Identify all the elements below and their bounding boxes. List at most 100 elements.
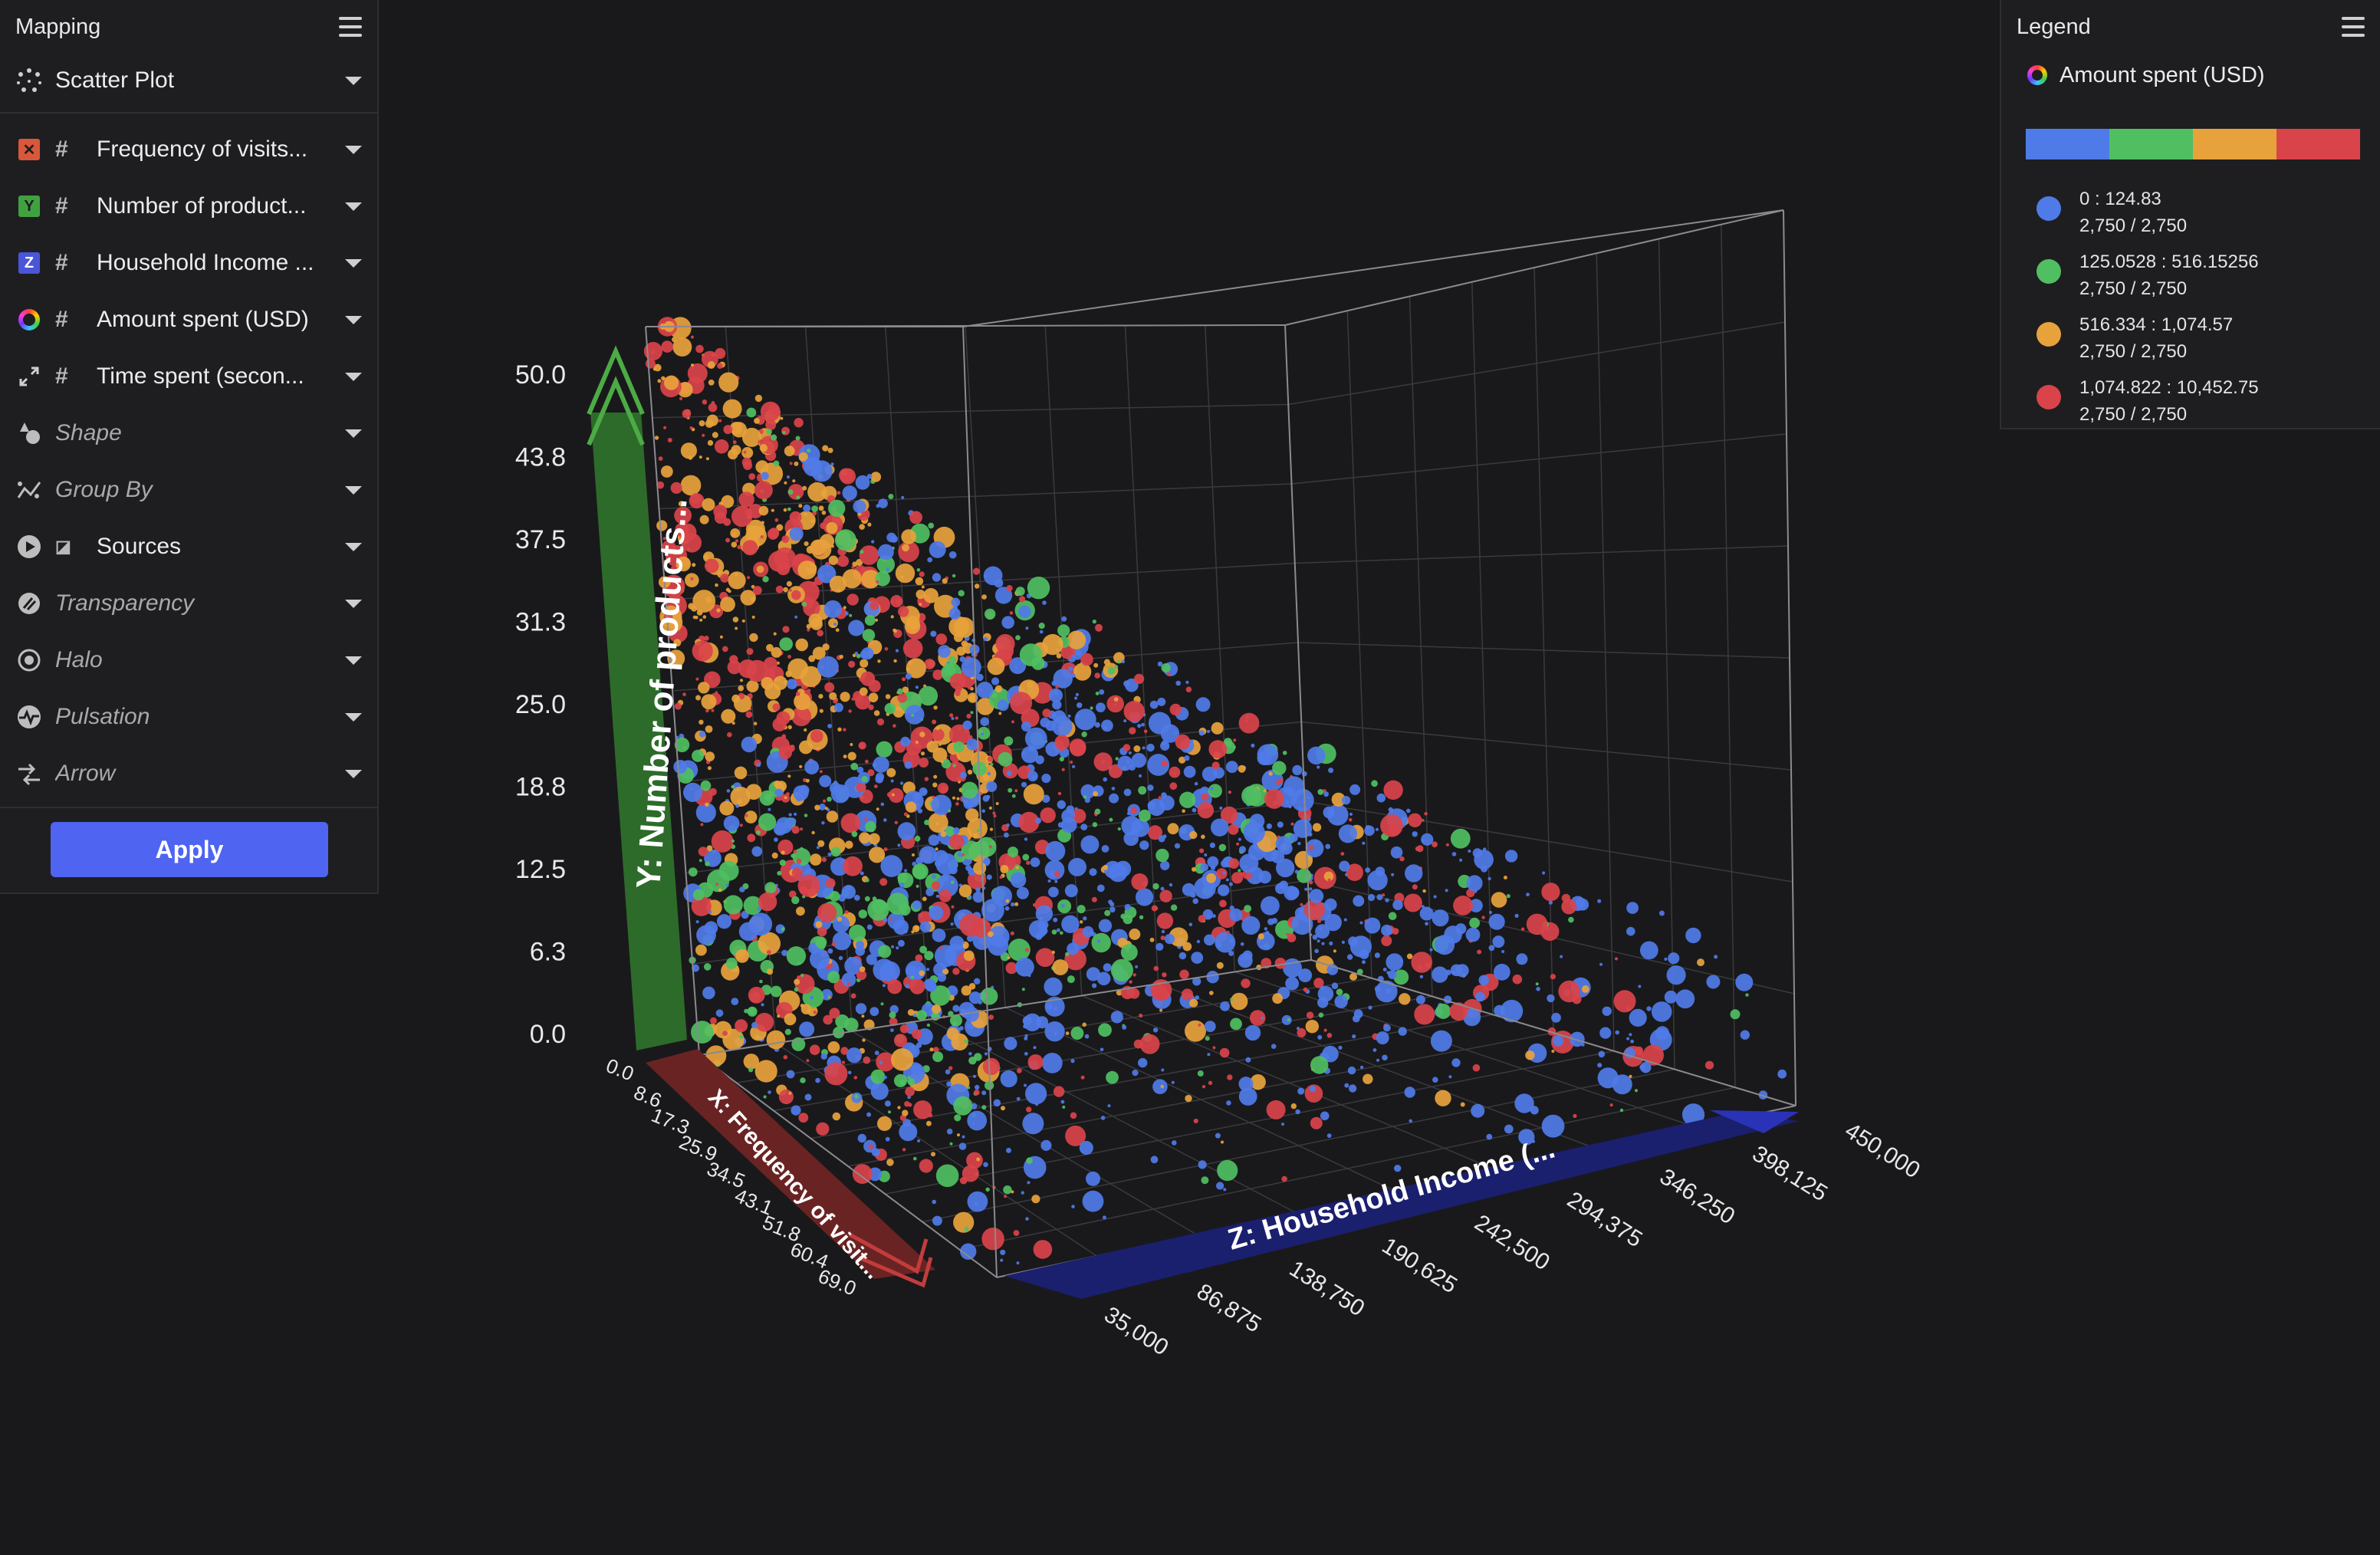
data-point — [766, 643, 774, 652]
legend-item[interactable]: 1,074.822 : 10,452.75 2,750 / 2,750 — [2036, 374, 2380, 428]
mapping-x-select[interactable]: ✕ # Frequency of visits... — [0, 121, 377, 178]
data-point — [771, 434, 777, 441]
mapping-color-select[interactable]: # Amount spent (USD) — [0, 291, 377, 348]
data-point — [1375, 827, 1379, 831]
legend-item[interactable]: 0 : 124.83 2,750 / 2,750 — [2036, 186, 2380, 239]
data-point — [1572, 994, 1582, 1004]
mapping-size-select[interactable]: # Time spent (secon... — [0, 348, 377, 405]
data-point — [863, 1056, 871, 1064]
chevron-down-icon[interactable] — [345, 372, 362, 381]
data-point — [986, 781, 998, 792]
data-point — [1072, 654, 1076, 658]
data-point — [1155, 942, 1164, 951]
chevron-down-icon[interactable] — [345, 599, 362, 608]
chevron-down-icon[interactable] — [345, 656, 362, 665]
data-point — [1391, 873, 1395, 876]
data-point — [723, 425, 733, 435]
data-point — [974, 1053, 982, 1061]
data-point — [929, 541, 946, 558]
legend-item[interactable]: 125.0528 : 516.15256 2,750 / 2,750 — [2036, 248, 2380, 302]
chevron-down-icon[interactable] — [345, 145, 362, 154]
transparency-select[interactable]: Transparency — [0, 575, 377, 632]
data-point — [876, 718, 885, 726]
mapping-z-select[interactable]: Z # Household Income ... — [0, 235, 377, 291]
chevron-down-icon[interactable] — [345, 76, 362, 85]
halo-select[interactable]: Halo — [0, 632, 377, 689]
shape-select[interactable]: Shape — [0, 405, 377, 462]
data-point — [791, 590, 801, 600]
data-point — [789, 462, 793, 465]
data-point — [1027, 771, 1038, 782]
data-point — [821, 510, 827, 515]
data-point — [952, 605, 958, 611]
data-point — [931, 881, 941, 890]
data-point — [1210, 865, 1216, 870]
chevron-down-icon[interactable] — [345, 769, 362, 778]
data-point — [1185, 1094, 1192, 1103]
data-point — [846, 593, 859, 606]
data-point — [884, 1100, 891, 1107]
apply-button[interactable]: Apply — [51, 822, 328, 877]
data-point — [1014, 666, 1018, 669]
z-tick-label: 346,250 — [1655, 1164, 1739, 1229]
data-point — [1065, 1031, 1070, 1035]
group-by-select[interactable]: Group By — [0, 462, 377, 518]
chevron-down-icon[interactable] — [345, 315, 362, 324]
data-point — [1343, 918, 1347, 922]
chevron-down-icon[interactable] — [345, 258, 362, 268]
pulsation-select[interactable]: Pulsation — [0, 689, 377, 745]
data-point — [760, 535, 764, 539]
data-point — [1282, 751, 1287, 755]
data-point — [1133, 745, 1141, 752]
data-point — [951, 717, 955, 720]
chevron-down-icon[interactable] — [345, 542, 362, 551]
data-point — [787, 655, 791, 659]
data-point — [746, 659, 768, 682]
data-point — [967, 692, 978, 703]
data-point — [1599, 1027, 1612, 1039]
arrow-select[interactable]: Arrow — [0, 745, 377, 802]
data-point — [906, 616, 920, 630]
data-point — [1093, 662, 1099, 668]
data-point — [869, 847, 886, 863]
legend-item[interactable]: 516.334 : 1,074.57 2,750 / 2,750 — [2036, 311, 2380, 365]
data-point — [1024, 1036, 1028, 1041]
chevron-down-icon[interactable] — [345, 485, 362, 495]
sources-select[interactable]: ◪ Sources — [0, 518, 377, 575]
data-point — [804, 1093, 812, 1101]
data-point — [1115, 757, 1119, 761]
chevron-down-icon[interactable] — [345, 429, 362, 438]
data-point — [844, 611, 849, 616]
data-point — [731, 998, 739, 1005]
data-point — [861, 1014, 865, 1018]
legend-menu-icon[interactable] — [2342, 17, 2365, 37]
data-point — [705, 419, 714, 428]
data-point — [919, 571, 925, 577]
data-point — [1110, 958, 1133, 981]
mapping-y-select[interactable]: Y # Number of product... — [0, 178, 377, 235]
data-point — [876, 741, 893, 758]
data-point — [1031, 656, 1045, 670]
chevron-down-icon[interactable] — [345, 202, 362, 211]
data-point — [791, 867, 802, 878]
data-point — [1334, 994, 1348, 1009]
data-point — [787, 507, 791, 511]
data-point — [920, 751, 925, 756]
data-point — [1336, 988, 1343, 996]
data-point — [917, 1139, 921, 1142]
mapping-menu-icon[interactable] — [339, 17, 362, 37]
data-point — [748, 514, 751, 519]
data-point — [810, 995, 814, 1000]
data-point — [1053, 1006, 1058, 1011]
data-point — [816, 846, 820, 850]
z-axis-arrow: Z: Household Income (... — [1004, 1110, 1799, 1299]
chevron-down-icon[interactable] — [345, 712, 362, 722]
chart-type-select[interactable]: Scatter Plot — [0, 54, 377, 107]
data-point — [1161, 760, 1168, 767]
data-point — [1597, 1063, 1603, 1068]
data-point — [789, 511, 802, 524]
data-point — [948, 724, 971, 746]
data-point — [735, 626, 738, 630]
data-point — [1225, 878, 1229, 882]
